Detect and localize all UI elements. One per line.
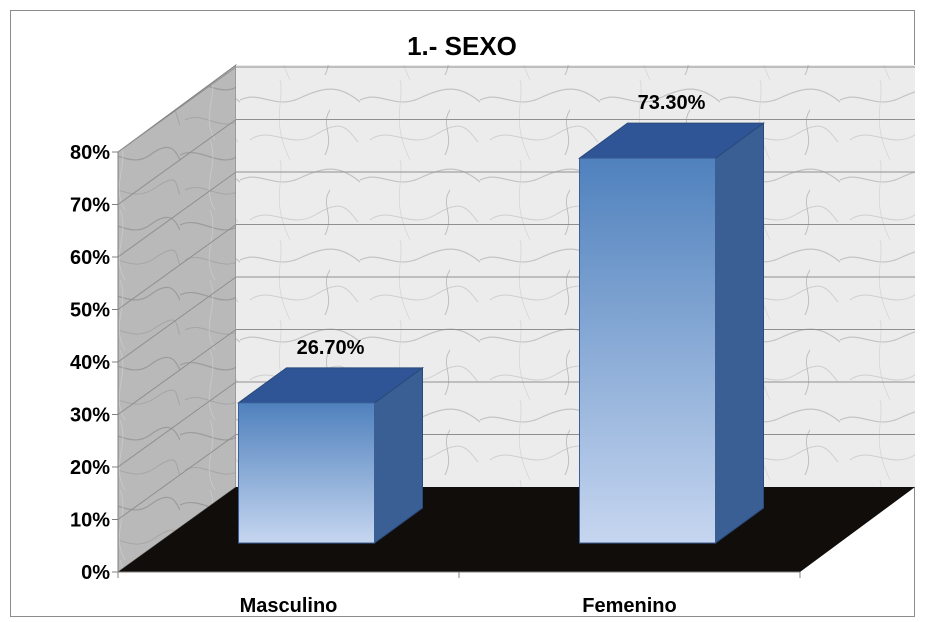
y-tick-label: 0% <box>81 562 110 584</box>
y-tick-label: 60% <box>70 247 110 269</box>
x-category-label: Femenino <box>582 595 676 617</box>
side-gridline <box>117 329 237 415</box>
y-tick-label: 80% <box>70 142 110 164</box>
bar-front-face <box>238 402 375 544</box>
y-tick-label: 40% <box>70 352 110 374</box>
bar-femenino: 73.30% <box>577 92 766 544</box>
y-tick-label: 10% <box>70 510 110 532</box>
side-gridline <box>117 381 237 468</box>
x-axis: Masculino Femenino <box>117 571 801 617</box>
bars: 26.70% 73.30% <box>236 92 766 544</box>
data-label: 26.70% <box>297 337 365 359</box>
chart-title: 1.- SEXO <box>407 31 517 61</box>
side-wall <box>117 64 237 573</box>
y-tick-label: 30% <box>70 405 110 427</box>
chart-floor <box>118 487 915 572</box>
side-gridline <box>117 434 237 520</box>
data-label: 73.30% <box>638 92 706 114</box>
side-gridline <box>117 171 237 258</box>
y-tick-label: 70% <box>70 195 110 217</box>
y-axis: 0% 10% 20% 30% 40% 50% 60% 70% 80% <box>70 142 119 584</box>
bar-masculino: 26.70% <box>236 337 425 544</box>
x-category-label: Masculino <box>240 595 338 617</box>
y-tick-label: 20% <box>70 457 110 479</box>
bar-side-face <box>715 122 764 544</box>
side-gridline <box>117 224 237 310</box>
side-gridline <box>117 66 237 153</box>
side-gridline <box>117 119 237 205</box>
bar-front-face <box>579 157 716 544</box>
y-tick-label: 50% <box>70 300 110 322</box>
side-gridline <box>117 276 237 363</box>
